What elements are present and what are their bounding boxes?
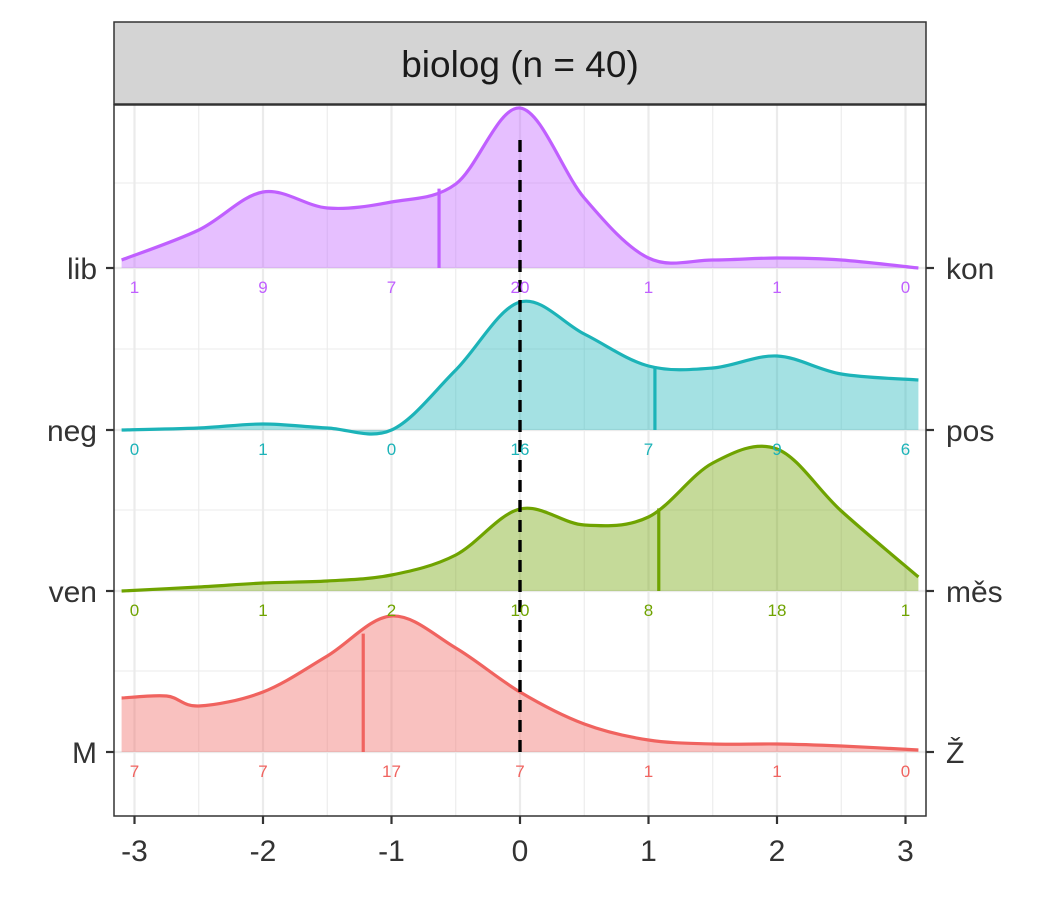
x-tick-label: 2 bbox=[769, 835, 786, 868]
y-label-right: měs bbox=[946, 576, 1003, 609]
x-tick-label: 0 bbox=[512, 835, 529, 868]
x-tick-label: -1 bbox=[378, 835, 405, 868]
y-label-left: lib bbox=[67, 253, 97, 286]
strip-header bbox=[113, 21, 927, 105]
count-label-lib: 1 bbox=[644, 278, 653, 297]
count-label-ven: 1 bbox=[258, 601, 267, 620]
count-label-m: 7 bbox=[258, 762, 267, 781]
count-label-neg: 0 bbox=[130, 440, 139, 459]
y-label-left: ven bbox=[49, 576, 97, 609]
x-tick-label: 3 bbox=[897, 835, 914, 868]
count-label-neg: 16 bbox=[511, 440, 530, 459]
count-label-ven: 10 bbox=[511, 601, 530, 620]
count-label-lib: 1 bbox=[130, 278, 139, 297]
count-label-neg: 9 bbox=[772, 440, 781, 459]
x-tick-label: 1 bbox=[640, 835, 657, 868]
chart-title: biolog (n = 40) bbox=[401, 44, 639, 85]
count-label-ven: 0 bbox=[130, 601, 139, 620]
count-label-lib: 7 bbox=[387, 278, 396, 297]
count-label-neg: 0 bbox=[387, 440, 396, 459]
count-label-ven: 2 bbox=[387, 601, 396, 620]
count-label-m: 0 bbox=[901, 762, 910, 781]
count-label-ven: 8 bbox=[644, 601, 653, 620]
count-label-m: 7 bbox=[515, 762, 524, 781]
x-tick-label: -2 bbox=[250, 835, 277, 868]
count-label-ven: 18 bbox=[768, 601, 787, 620]
count-label-m: 7 bbox=[130, 762, 139, 781]
y-label-right: Ž bbox=[946, 737, 964, 770]
count-label-lib: 20 bbox=[511, 278, 530, 297]
density-area-m bbox=[121, 615, 919, 752]
y-label-right: pos bbox=[946, 415, 994, 448]
density-area-ven bbox=[121, 446, 919, 591]
count-label-m: 17 bbox=[382, 762, 401, 781]
count-label-neg: 7 bbox=[644, 440, 653, 459]
count-label-neg: 1 bbox=[258, 440, 267, 459]
count-label-m: 1 bbox=[772, 762, 781, 781]
x-tick-label: -3 bbox=[121, 835, 148, 868]
y-label-right: kon bbox=[946, 253, 994, 286]
count-label-lib: 0 bbox=[901, 278, 910, 297]
density-line-ven bbox=[121, 444, 920, 593]
count-label-ven: 1 bbox=[901, 601, 910, 620]
axes: lib kon neg pos ven měs M Ž -3 -2 -1 0 1 2 3 bbox=[47, 253, 1003, 868]
count-label-lib: 1 bbox=[772, 278, 781, 297]
density-line-lib bbox=[121, 106, 919, 270]
y-label-left: neg bbox=[47, 415, 97, 448]
count-label-neg: 6 bbox=[901, 440, 910, 459]
count-labels: 1 9 7 20 1 1 00 1 0 16 7 9 60 1 2 10 8 18 17 7 17 7 1 1 0 bbox=[130, 278, 910, 781]
y-label-left: M bbox=[72, 737, 97, 770]
density-line-m bbox=[121, 614, 919, 752]
count-label-lib: 9 bbox=[258, 278, 267, 297]
count-label-m: 1 bbox=[644, 762, 653, 781]
